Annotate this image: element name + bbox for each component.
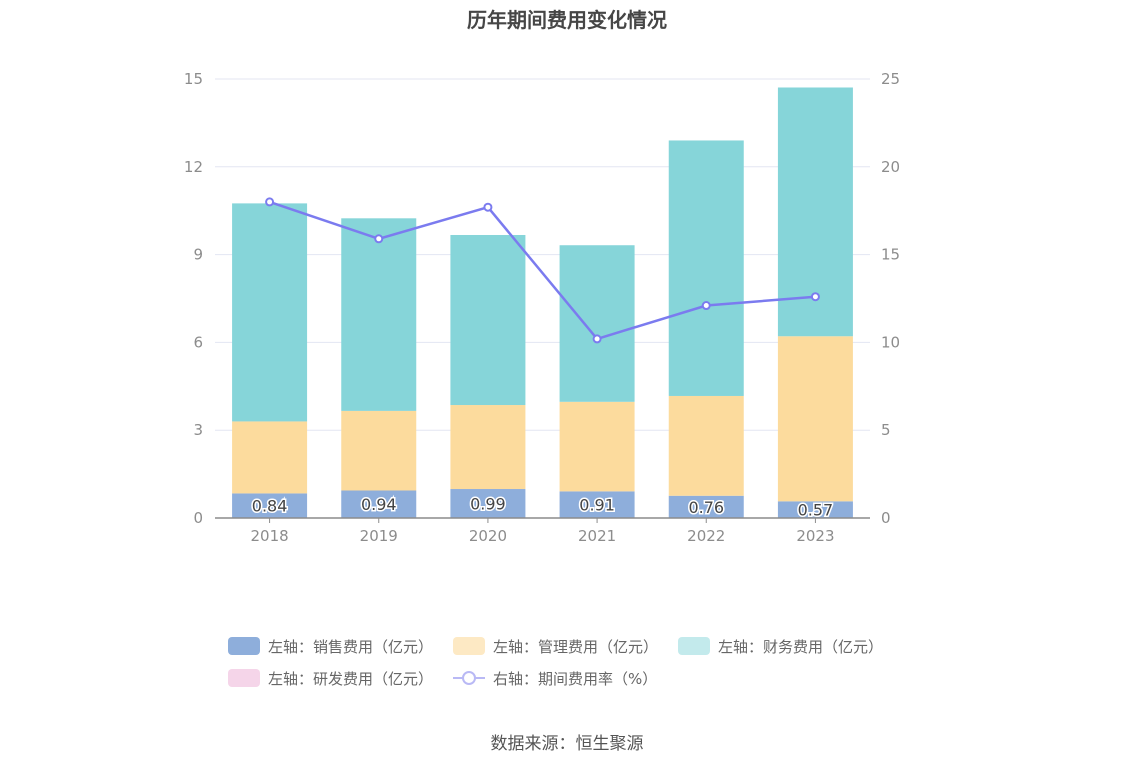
bar-1-2019	[341, 410, 417, 491]
legend-swatch-admin	[453, 637, 486, 655]
bar-0-2023	[777, 501, 853, 518]
right-tick-label: 25	[881, 70, 900, 88]
legend-swatch-rnd	[228, 669, 260, 687]
chart-plot: 0 3 6 9 12 15 0 5 10 15 20 25 2018 2019 2020 2021 2022 20…	[184, 70, 900, 545]
data-label-sales: 0.84	[252, 497, 288, 516]
right-tick-label: 5	[881, 421, 891, 439]
bar-1-2020	[450, 405, 526, 490]
bar-1-2018	[232, 421, 308, 494]
x-tick-label: 2021	[578, 527, 616, 545]
bar-0-2022	[668, 495, 744, 518]
left-tick-label: 9	[193, 246, 203, 264]
bar-0-2019	[341, 490, 417, 518]
legend-row-2: 左轴：研发费用（亿元） 右轴：期间费用率（%）	[228, 662, 928, 694]
legend-label-rate: 右轴：期间费用率（%）	[493, 669, 658, 688]
chart-title: 历年期间费用变化情况	[467, 8, 667, 32]
bar-2-2020	[450, 234, 526, 406]
bar-2-2018	[232, 203, 308, 422]
line-rate-point-2021	[592, 334, 602, 344]
legend: 左轴：销售费用（亿元） 左轴：管理费用（亿元） 左轴：财务费用（亿元） 左轴：研…	[228, 630, 928, 694]
legend-item-finance[interactable]: 左轴：财务费用（亿元）	[678, 636, 883, 657]
line-rate-point-2019	[374, 234, 384, 244]
data-label-sales: 0.94	[361, 495, 397, 514]
bar-2-2022	[668, 140, 744, 396]
x-tick-label: 2018	[250, 527, 288, 545]
left-tick-label: 12	[184, 158, 203, 176]
x-tick-label: 2019	[360, 527, 398, 545]
bar-1-2022	[668, 395, 744, 496]
data-source: 数据来源：恒生聚源	[490, 734, 644, 754]
bar-0-2018	[232, 493, 308, 518]
legend-label-rnd: 左轴：研发费用（亿元）	[268, 669, 434, 688]
line-rate	[269, 200, 816, 341]
line-rate-point-2023	[810, 292, 820, 302]
bar-2-2021	[559, 245, 635, 402]
left-tick-label: 15	[184, 70, 203, 88]
left-tick-label: 3	[193, 421, 203, 439]
right-tick-label: 20	[881, 158, 900, 176]
legend-swatch-sales	[228, 637, 260, 655]
x-tick-label: 2022	[687, 527, 725, 545]
legend-item-rnd[interactable]: 左轴：研发费用（亿元）	[228, 668, 433, 689]
legend-label-finance: 左轴：财务费用（亿元）	[718, 637, 884, 656]
right-tick-label: 0	[881, 509, 891, 527]
x-tick-label: 2023	[796, 527, 834, 545]
bar-0-2021	[559, 491, 635, 518]
line-rate-point-2022	[701, 301, 711, 311]
bar-1-2023	[777, 336, 853, 502]
x-tick-label: 2020	[469, 527, 507, 545]
legend-line-rate-icon	[453, 671, 486, 685]
legend-item-rate[interactable]: 右轴：期间费用率（%）	[453, 668, 657, 689]
bar-0-2020	[450, 489, 526, 518]
right-tick-label: 15	[881, 246, 900, 264]
legend-item-sales[interactable]: 左轴：销售费用（亿元）	[228, 636, 433, 657]
left-tick-label: 0	[193, 509, 203, 527]
legend-item-admin[interactable]: 左轴：管理费用（亿元）	[453, 636, 658, 657]
legend-label-sales: 左轴：销售费用（亿元）	[268, 637, 434, 656]
legend-row-1: 左轴：销售费用（亿元） 左轴：管理费用（亿元） 左轴：财务费用（亿元）	[228, 630, 928, 662]
legend-label-admin: 左轴：管理费用（亿元）	[493, 637, 659, 656]
line-rate-point-2020	[483, 202, 493, 212]
data-label-sales: 0.57	[798, 501, 834, 520]
data-label-sales: 0.91	[579, 496, 615, 515]
line-rate-point-2018	[265, 197, 275, 207]
data-label-sales: 0.76	[688, 498, 724, 517]
bar-2-2019	[341, 218, 417, 411]
left-tick-label: 6	[193, 333, 203, 351]
right-tick-label: 10	[881, 333, 900, 351]
bar-1-2021	[559, 401, 635, 492]
legend-swatch-finance	[678, 637, 711, 655]
data-label-sales: 0.99	[470, 495, 506, 514]
